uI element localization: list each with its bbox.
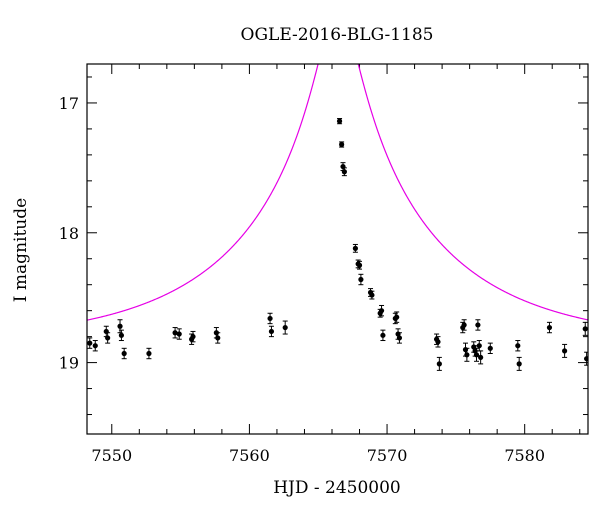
model-curve-layer: [87, 64, 588, 321]
model-curve: [87, 64, 588, 321]
data-point: [352, 243, 358, 253]
x-tick-label: 7550: [91, 446, 132, 465]
data-point: [267, 312, 273, 325]
data-point: [436, 356, 442, 371]
data-point: [268, 325, 275, 338]
x-tick-label: 7560: [229, 446, 270, 465]
data-point: [396, 332, 403, 344]
data-point: [487, 342, 493, 355]
data-point: [515, 340, 521, 352]
data-point: [475, 319, 481, 331]
data-point: [336, 118, 343, 125]
x-tick-label: 7580: [504, 446, 545, 465]
data-point: [476, 340, 482, 352]
data-point: [562, 343, 568, 358]
chart-title: OGLE-2016-BLG-1185: [241, 25, 434, 45]
data-point: [473, 347, 480, 362]
data-point: [146, 347, 152, 360]
data-point: [190, 330, 196, 343]
tick-labels: 7550 7560 7570 7580 17 18 19: [59, 94, 545, 465]
y-tick-label: 17: [59, 94, 79, 113]
data-point: [435, 336, 441, 348]
data-point: [582, 321, 588, 336]
data-point: [378, 304, 385, 317]
data-point: [121, 347, 127, 360]
data-point: [380, 329, 386, 342]
data-point: [478, 350, 484, 365]
data-point: [172, 327, 178, 339]
data-point: [341, 167, 347, 177]
data-point: [339, 141, 345, 148]
data-point: [516, 356, 522, 371]
plot-frame: [86, 63, 589, 435]
data-point: [92, 340, 98, 352]
data-point: [282, 320, 288, 335]
y-axis-label: I magnitude: [11, 198, 31, 302]
axis-ticks: [87, 64, 588, 434]
data-point: [105, 332, 111, 344]
y-tick-label: 19: [59, 354, 79, 373]
x-axis-label: HJD - 2450000: [273, 478, 401, 498]
data-point: [464, 347, 470, 362]
data-point: [546, 321, 553, 334]
data-point: [87, 337, 93, 349]
data-point: [394, 311, 400, 323]
data-point: [461, 319, 467, 331]
data-point: [358, 273, 364, 286]
data-point: [176, 328, 182, 340]
data-point: [369, 290, 375, 300]
data-point: [215, 332, 221, 344]
data-point: [117, 319, 123, 334]
y-tick-label: 18: [59, 224, 79, 243]
x-tick-label: 7570: [367, 446, 408, 465]
data-point: [118, 329, 125, 342]
data-point: [584, 351, 588, 366]
data-point: [356, 260, 363, 270]
data-points-layer: [87, 118, 588, 371]
